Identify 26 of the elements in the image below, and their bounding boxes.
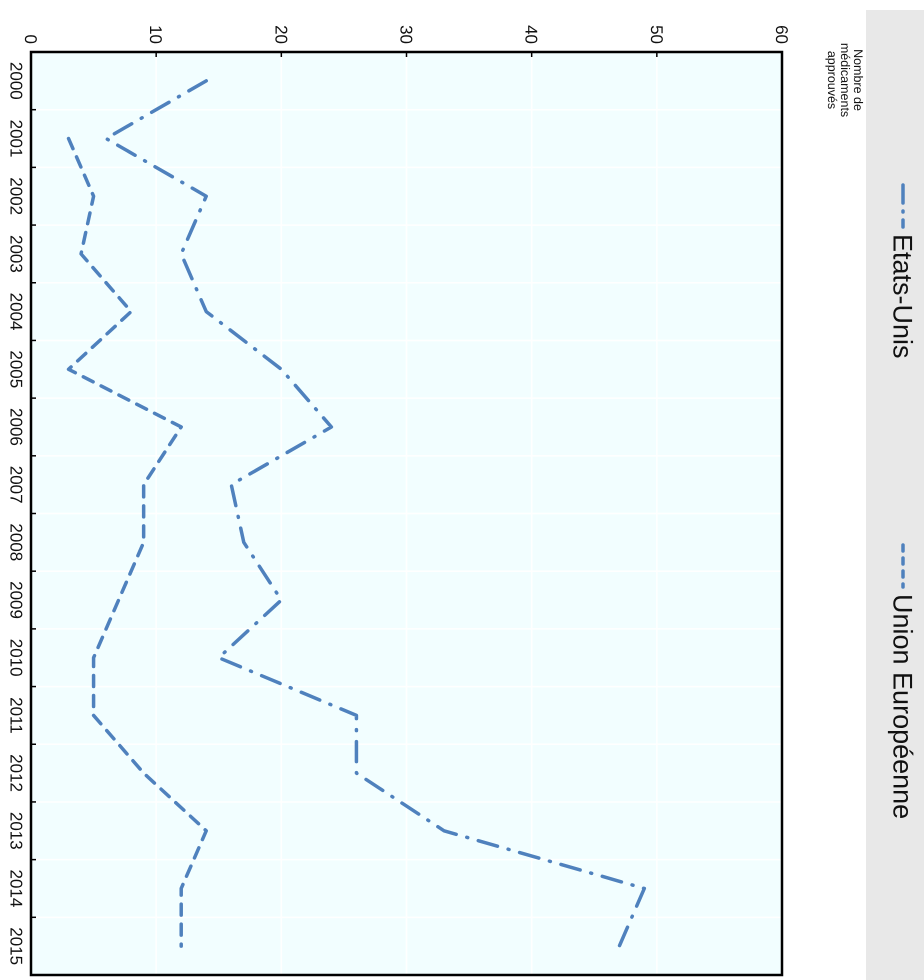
y-tick-label: 2006 — [6, 408, 26, 446]
y-tick-label: 2009 — [6, 581, 26, 619]
y-tick-label: 2005 — [6, 350, 26, 388]
x-tick-label: 50 — [646, 25, 666, 44]
y-tick-label: 2000 — [6, 62, 26, 100]
y-tick-label: 2012 — [6, 754, 26, 792]
x-tick-label: 0 — [21, 34, 40, 44]
x-tick-label: 60 — [772, 25, 792, 44]
x-tick-label: 10 — [146, 25, 166, 44]
y-tick-label: 2015 — [6, 927, 26, 966]
y-tick-label: 2010 — [6, 638, 26, 677]
y-tick-label: 2011 — [6, 697, 26, 734]
x-tick-label: 30 — [396, 25, 416, 44]
y-tick-label: 2004 — [6, 292, 26, 331]
x-tick-label: 40 — [522, 25, 541, 44]
y-tick-label: 2002 — [6, 177, 26, 216]
y-tick-label: 2001 — [6, 120, 26, 158]
legend-label: Union Européenne — [888, 594, 918, 820]
y-tick-label: 2014 — [6, 870, 26, 908]
legend-label: Etats-Unis — [888, 234, 918, 359]
y-tick-label: 2008 — [6, 523, 26, 562]
y-tick-label: 2007 — [6, 466, 26, 504]
y-tick-label: 2013 — [6, 812, 26, 850]
y-tick-label: 2003 — [6, 234, 26, 273]
text: Nombre de médicaments approuvés — [825, 42, 865, 118]
x-tick-label: 20 — [271, 25, 290, 44]
